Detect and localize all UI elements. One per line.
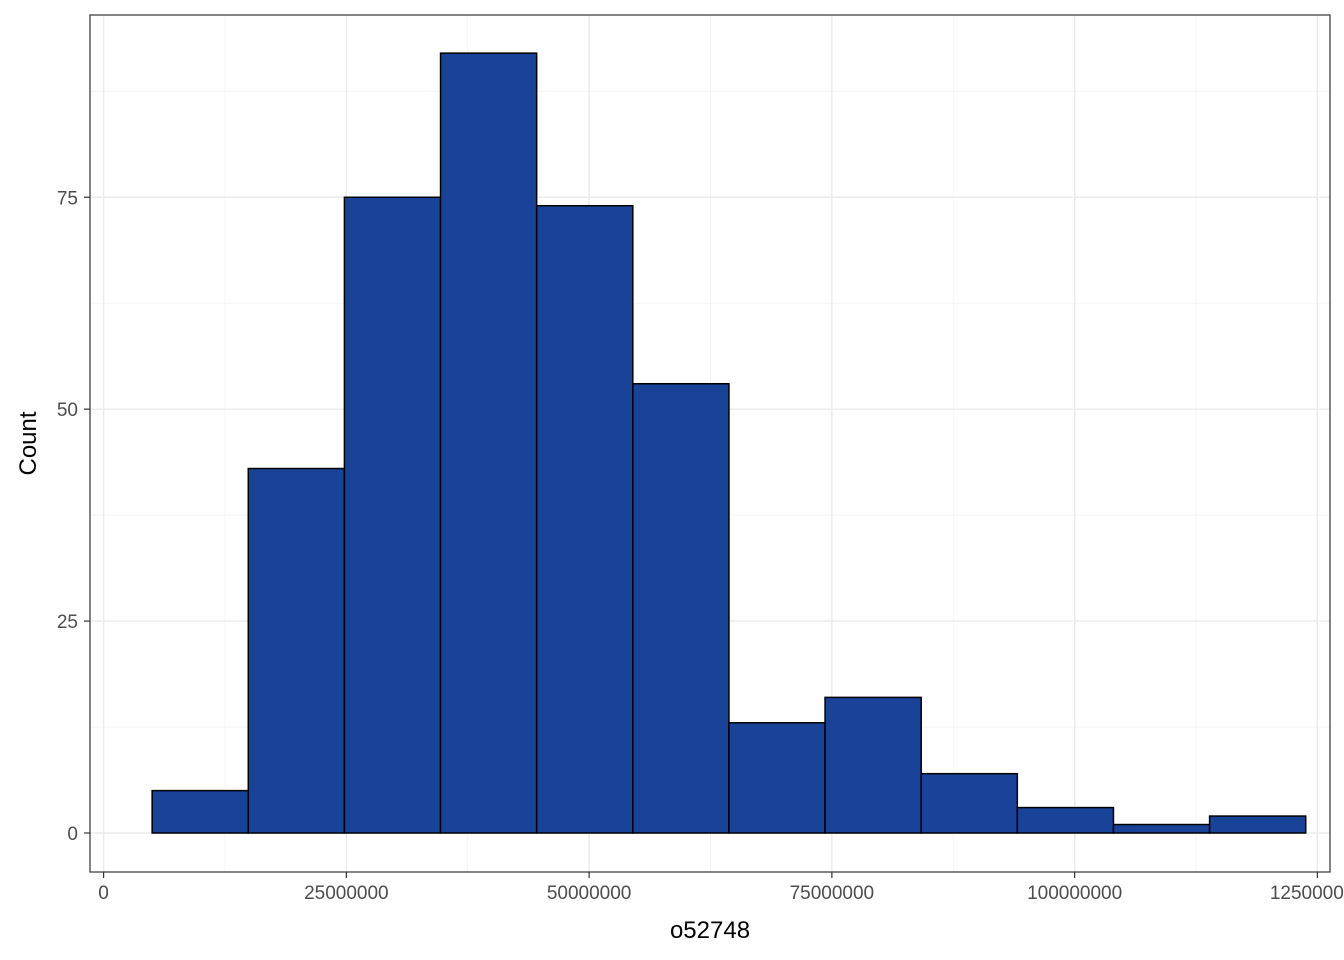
- x-tick-label: 25000000: [304, 883, 389, 904]
- histogram-bar-12: [1208, 815, 1307, 834]
- histogram-bar-1: [151, 789, 250, 834]
- histogram-bar-8: [824, 696, 922, 834]
- histogram-bar-7: [728, 722, 826, 834]
- x-tick-label: 125000000: [1270, 883, 1344, 904]
- y-tick-label: 75: [57, 188, 78, 209]
- y-axis-title: Count: [15, 411, 42, 475]
- x-tick-label: 50000000: [547, 883, 632, 904]
- plot-panel-border: [89, 14, 1331, 873]
- histogram-bar-3: [343, 196, 442, 834]
- y-axis-ticks: 0 25 50 75: [57, 188, 90, 845]
- histogram-bar-2: [247, 467, 346, 834]
- histogram-bars: [151, 52, 1307, 834]
- y-tick-label: 0: [67, 824, 78, 845]
- histogram-bar-5: [535, 204, 634, 834]
- histogram-bar-11: [1112, 823, 1211, 834]
- x-axis-title: o52748: [670, 917, 750, 944]
- y-tick-label: 25: [57, 612, 78, 633]
- x-tick-label: 0: [98, 883, 109, 904]
- histogram-bar-9: [920, 772, 1019, 834]
- histogram-bar-6: [632, 382, 730, 834]
- x-tick-label: 100000000: [1027, 883, 1122, 904]
- y-tick-label: 50: [57, 400, 78, 421]
- x-tick-label: 75000000: [790, 883, 875, 904]
- histogram-bar-4: [439, 52, 538, 834]
- histogram-bar-10: [1016, 806, 1115, 834]
- x-axis-ticks: 0 25000000 50000000 75000000 100000000 125000…: [98, 872, 1344, 904]
